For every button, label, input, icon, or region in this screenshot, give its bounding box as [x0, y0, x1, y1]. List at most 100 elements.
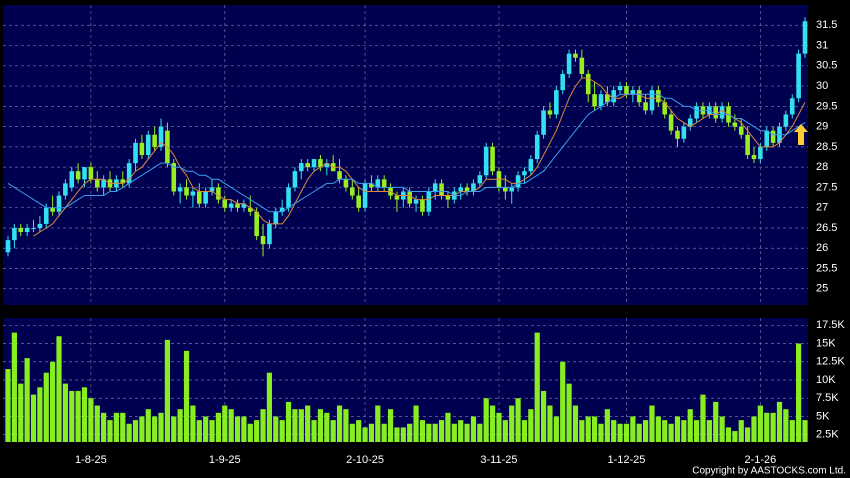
candle-body — [560, 73, 566, 91]
volume-bar — [681, 420, 687, 442]
x-tick-label: 1-8-25 — [75, 454, 107, 466]
candle-body — [407, 191, 412, 204]
candle-body — [120, 179, 126, 184]
volume-bar — [713, 401, 719, 442]
volume-bar — [687, 409, 693, 442]
volume-bar — [738, 420, 744, 442]
candle-body — [675, 130, 680, 139]
x-tick-label: 3-11-25 — [480, 454, 517, 466]
volume-bar — [324, 412, 330, 442]
candle-body — [796, 53, 801, 99]
volume-bar — [241, 416, 247, 442]
candle-body — [5, 240, 11, 253]
volume-bar — [126, 423, 132, 442]
volume-bar — [260, 409, 266, 442]
volume-bar — [132, 420, 139, 442]
volume-bar — [94, 405, 100, 442]
volume-bar — [802, 420, 808, 442]
candle-body — [139, 142, 145, 155]
volume-bar — [783, 409, 789, 442]
candle-body — [350, 187, 355, 196]
volume-bar — [789, 420, 795, 442]
volume-bar — [579, 420, 585, 442]
ma-line — [33, 77, 806, 237]
volume-bar — [305, 405, 311, 442]
candle-body — [598, 94, 604, 107]
y-tick-label: 30.5 — [816, 60, 837, 72]
candle-body — [528, 159, 534, 172]
volume-bar — [190, 405, 196, 442]
volume-bar — [30, 394, 37, 442]
candle-body — [75, 171, 81, 180]
candle-body — [490, 146, 495, 172]
volume-bar — [483, 398, 489, 442]
x-tick-label: 2-1-26 — [744, 454, 776, 466]
candle-body — [789, 98, 795, 115]
volume-bar — [56, 336, 62, 442]
volume-bar — [266, 372, 273, 442]
candle-body — [50, 207, 55, 212]
volume-bar — [234, 416, 241, 442]
candle-body — [719, 106, 725, 119]
candle-body — [611, 90, 617, 103]
candle-body — [509, 187, 515, 192]
y2-tick-label: 15K — [816, 337, 836, 349]
volume-bar — [171, 416, 177, 442]
y-tick-label: 28 — [816, 161, 828, 173]
volume-bar — [209, 420, 215, 442]
candle-body — [337, 171, 342, 180]
volume-bar — [515, 398, 521, 442]
volume-bar — [362, 427, 368, 442]
candle-body — [82, 167, 87, 180]
volume-bar — [451, 423, 457, 442]
volume-bar — [215, 412, 222, 442]
volume-bar — [273, 416, 279, 442]
volume-bar — [464, 423, 470, 442]
volume-bar — [37, 387, 43, 442]
candle-body — [649, 90, 655, 111]
candle-body — [31, 227, 36, 229]
volume-bar — [611, 420, 617, 442]
volume-bar — [50, 361, 56, 442]
volume-bar — [254, 420, 260, 442]
candle-body — [209, 187, 215, 192]
candle-body — [305, 163, 310, 168]
candle-body — [362, 183, 368, 208]
volume-bar — [757, 405, 763, 442]
x-tick-label: 1-12-25 — [608, 454, 646, 466]
volume-bar — [11, 332, 17, 442]
candle-body — [802, 21, 808, 54]
candle-body — [196, 191, 202, 204]
y-tick-label: 31.5 — [816, 19, 837, 31]
candle-body — [145, 134, 151, 155]
candle-body — [662, 102, 668, 115]
candle-body — [738, 126, 744, 135]
candle-body — [69, 171, 75, 188]
y2-tick-label: 2.5K — [816, 429, 839, 441]
volume-bar — [107, 420, 113, 442]
volume-bar — [643, 420, 649, 442]
y-tick-label: 28.5 — [816, 141, 837, 153]
volume-bar — [719, 416, 725, 442]
volume-bar — [617, 423, 623, 442]
y-tick-label: 27.5 — [816, 181, 837, 193]
candle-body — [420, 199, 425, 212]
candle-body — [203, 191, 208, 204]
candle-body — [745, 134, 750, 155]
volume-bar — [145, 409, 151, 442]
y2-tick-label: 17.5K — [816, 319, 845, 331]
volume-bar — [534, 332, 540, 442]
candle-body — [375, 179, 381, 188]
candle-body — [630, 90, 636, 95]
volume-bar — [432, 423, 438, 442]
volume-bar — [496, 412, 502, 442]
y2-tick-label: 12.5K — [816, 356, 845, 368]
candle-body — [617, 86, 623, 91]
volume-bar — [796, 343, 802, 442]
y-tick-label: 27 — [816, 202, 828, 214]
volume-bar — [566, 383, 572, 442]
candle-body — [216, 187, 221, 200]
arrow-marker — [794, 124, 808, 145]
volume-bar — [336, 405, 343, 442]
